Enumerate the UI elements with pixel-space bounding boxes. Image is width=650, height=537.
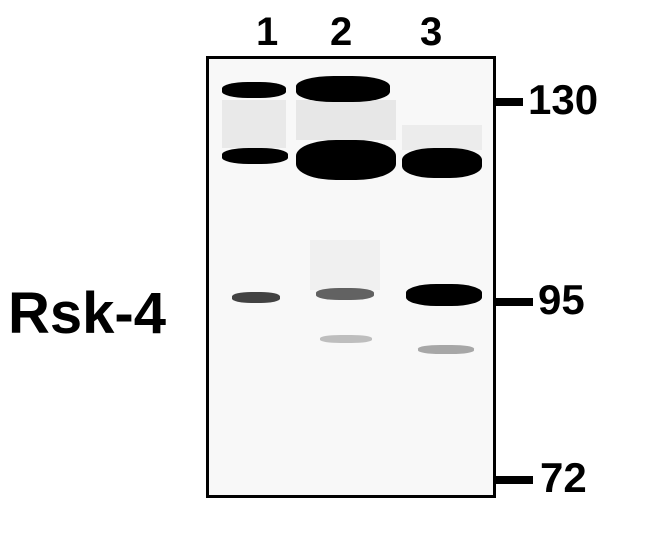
marker-label-130: 130 (528, 76, 598, 124)
band-lane-2 (316, 288, 374, 300)
lane-label-3: 3 (420, 10, 442, 55)
smear (296, 100, 396, 140)
band-lane-1 (232, 292, 280, 303)
blot-figure: Rsk-4 1 2 3 130 95 72 (0, 0, 650, 537)
band-lane-2 (296, 140, 396, 180)
band-lane-3 (418, 345, 474, 354)
marker-label-95: 95 (538, 276, 585, 324)
marker-tick-72 (493, 476, 533, 484)
marker-tick-130 (493, 98, 523, 106)
band-lane-3 (402, 148, 482, 178)
band-lane-2 (320, 335, 372, 343)
protein-label: Rsk-4 (8, 280, 166, 347)
marker-tick-95 (493, 298, 533, 306)
lane-label-2: 2 (330, 10, 352, 55)
smear (310, 240, 380, 290)
band-lane-3 (406, 284, 482, 306)
band-lane-1 (222, 82, 286, 98)
band-lane-1 (222, 148, 288, 164)
band-lane-2 (296, 76, 390, 102)
smear (222, 100, 286, 148)
lane-label-1: 1 (256, 10, 278, 55)
marker-label-72: 72 (540, 454, 587, 502)
smear (402, 125, 482, 150)
